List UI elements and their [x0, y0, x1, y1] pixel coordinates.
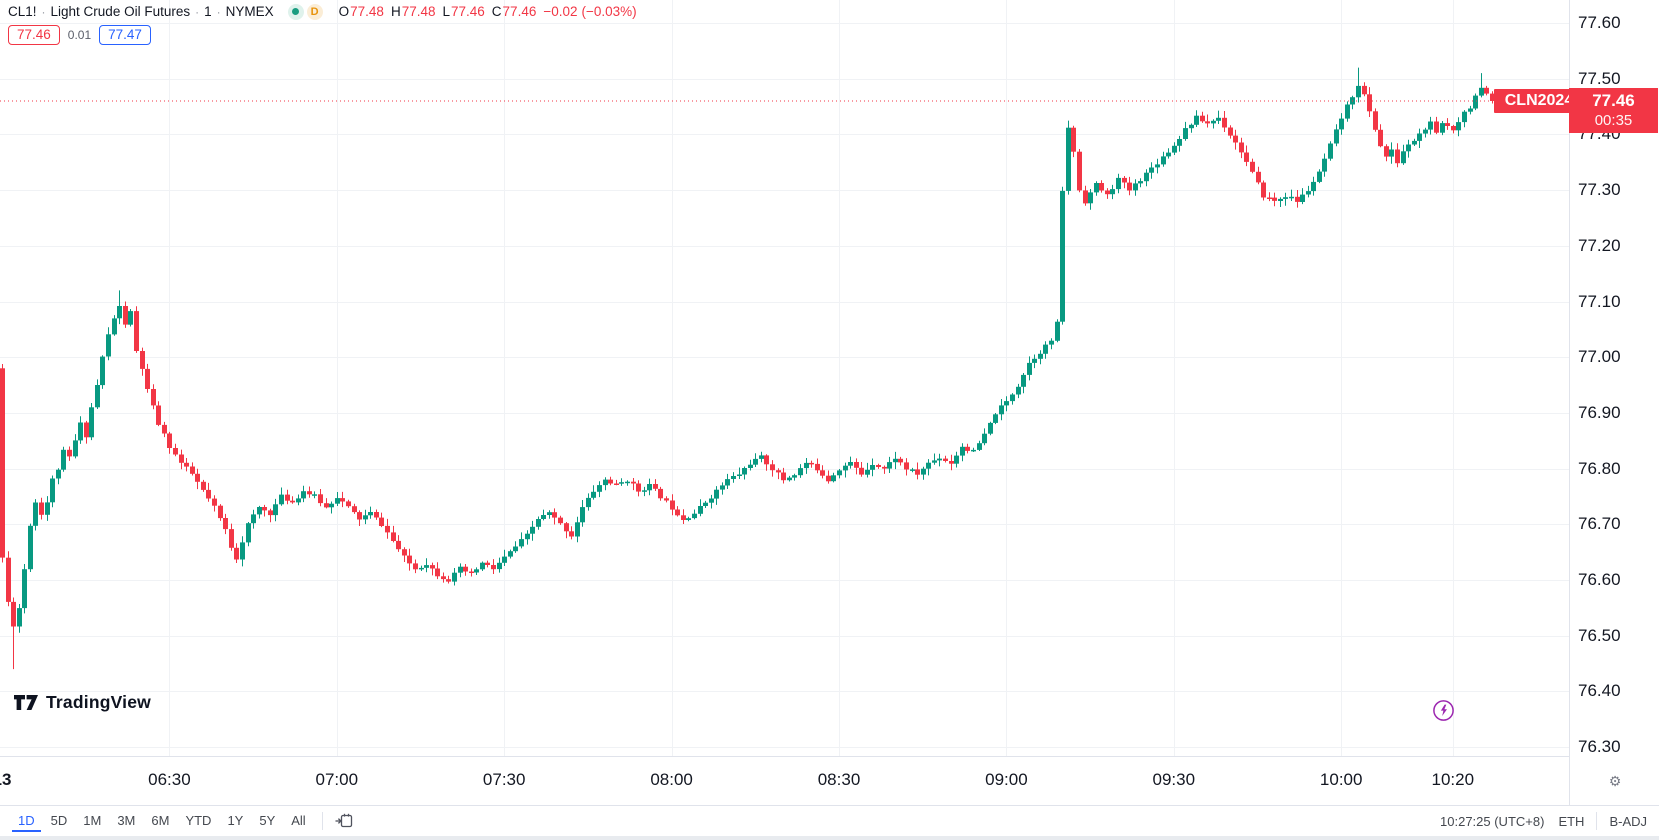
price-axis-label: 77.60 — [1578, 13, 1621, 32]
time-axis-label: 07:00 — [315, 770, 359, 789]
toolbar-status-right: 10:27:25 (UTC+8) ETH B-ADJ — [1440, 812, 1647, 830]
market-status-dot-icon[interactable] — [287, 3, 304, 20]
toolbar-divider — [321, 812, 323, 830]
high-value: 77.48 — [401, 4, 436, 19]
separator: · — [195, 4, 200, 19]
window-edge — [0, 836, 1659, 840]
price-axis-label: 76.50 — [1578, 625, 1621, 645]
bid-ask-row: 77.46 0.01 77.47 — [8, 25, 637, 45]
time-axis-label: 08:30 — [817, 770, 861, 789]
price-axis-label: 76.70 — [1578, 514, 1621, 534]
time-axis[interactable]: 13 06:30 07:00 07:30 08:00 08:30 09:00 09:30 10:… — [0, 756, 1659, 806]
last-price-badge: 77.46 00:35 — [1569, 87, 1658, 133]
time-axis-label: 09:00 — [985, 770, 1028, 789]
price-axis-label: 76.80 — [1578, 458, 1621, 478]
exchange-name[interactable]: NYMEX — [225, 4, 274, 19]
open-label: O — [338, 4, 350, 19]
time-axis-label: 06:30 — [148, 770, 191, 789]
time-axis-label: 10:00 — [1319, 770, 1363, 789]
time-axis-label: 08:00 — [650, 770, 693, 789]
separator: · — [216, 4, 221, 19]
tradingview-logo[interactable]: TradingView — [14, 692, 151, 713]
session-eth-button[interactable]: ETH — [1558, 813, 1585, 829]
range-ytd-button[interactable]: YTD — [179, 810, 217, 832]
price-axis-label: 76.40 — [1578, 681, 1621, 701]
time-axis-label: 13 — [0, 770, 12, 789]
candlestick-chart[interactable] — [0, 0, 1569, 756]
high-label: H — [390, 4, 401, 19]
tradingview-logo-icon — [14, 695, 38, 710]
low-label: L — [442, 4, 450, 19]
range-1y-button[interactable]: 1Y — [221, 810, 249, 832]
spread-value: 0.01 — [67, 28, 92, 42]
symbol-description[interactable]: Light Crude Oil Futures — [50, 4, 191, 19]
buy-ask-button[interactable]: 77.47 — [99, 25, 151, 45]
separator: · — [41, 4, 46, 19]
interval-value[interactable]: 1 — [204, 4, 212, 19]
axis-corner: ⚙ — [1569, 756, 1659, 805]
gear-icon[interactable]: ⚙ — [1608, 772, 1622, 789]
price-axis-label: 76.60 — [1578, 570, 1621, 589]
bottom-toolbar: 1D 5D 1M 3M 6M YTD 1Y 5Y All 10:27:25 (UTC+8) ET… — [0, 805, 1659, 836]
change-percent: (−0.03%) — [581, 4, 637, 19]
adjustment-badj-button[interactable]: B-ADJ — [1609, 813, 1647, 829]
range-all-button[interactable]: All — [285, 810, 311, 832]
symbol-title[interactable]: CL1! — [8, 4, 37, 19]
symbol-header: CL1! · Light Crude Oil Futures · 1 · NYM… — [8, 2, 637, 45]
toolbar-divider — [1596, 812, 1598, 830]
price-axis-label: 77.30 — [1578, 180, 1621, 200]
price-axis-label: 77.20 — [1578, 235, 1621, 255]
last-price-value: 77.46 — [1592, 90, 1635, 110]
change-value: −0.02 — [543, 4, 578, 19]
price-axis-label: 76.90 — [1578, 402, 1621, 422]
go-to-date-icon — [335, 813, 352, 828]
price-axis-label: 77.10 — [1578, 291, 1621, 311]
low-value: 77.46 — [451, 4, 485, 19]
bar-countdown: 00:35 — [1594, 111, 1633, 129]
range-3m-button[interactable]: 3M — [111, 810, 141, 832]
time-axis-label: 07:30 — [482, 770, 526, 789]
range-5d-button[interactable]: 5D — [45, 810, 74, 832]
symbol-title-row: CL1! · Light Crude Oil Futures · 1 · NYM… — [8, 2, 637, 21]
price-axis[interactable]: 77.46 00:35 77.60 77.50 77.40 77.30 77.20 77.… — [1569, 0, 1659, 756]
time-axis-label: 10:20 — [1431, 770, 1475, 789]
open-value: 77.48 — [350, 4, 384, 19]
delayed-data-icon[interactable]: D — [306, 3, 323, 20]
close-value: 77.46 — [502, 4, 537, 19]
range-1m-button[interactable]: 1M — [77, 810, 107, 832]
close-label: C — [491, 4, 502, 19]
clock[interactable]: 10:27:25 (UTC+8) — [1440, 813, 1545, 829]
time-axis-label: 09:30 — [1152, 770, 1196, 789]
price-axis-label: 77.50 — [1578, 68, 1621, 88]
price-axis-label: 76.30 — [1578, 737, 1621, 757]
ohlc-values: O 77.48 H 77.48 L 77.46 C 77.46 −0.02 (−0.03… — [339, 4, 637, 19]
sell-bid-button[interactable]: 77.46 — [8, 25, 60, 45]
watermark-text: TradingView — [46, 692, 151, 712]
go-to-date-button[interactable] — [333, 811, 355, 831]
lightning-icon[interactable] — [1432, 699, 1455, 722]
range-5y-button[interactable]: 5Y — [253, 810, 281, 832]
price-axis-label: 77.00 — [1578, 347, 1621, 367]
lightning-bolt-icon — [1433, 700, 1454, 721]
range-1d-button[interactable]: 1D — [12, 810, 41, 832]
range-6m-button[interactable]: 6M — [145, 810, 175, 832]
date-range-switcher: 1D 5D 1M 3M 6M YTD 1Y 5Y All — [12, 810, 312, 832]
